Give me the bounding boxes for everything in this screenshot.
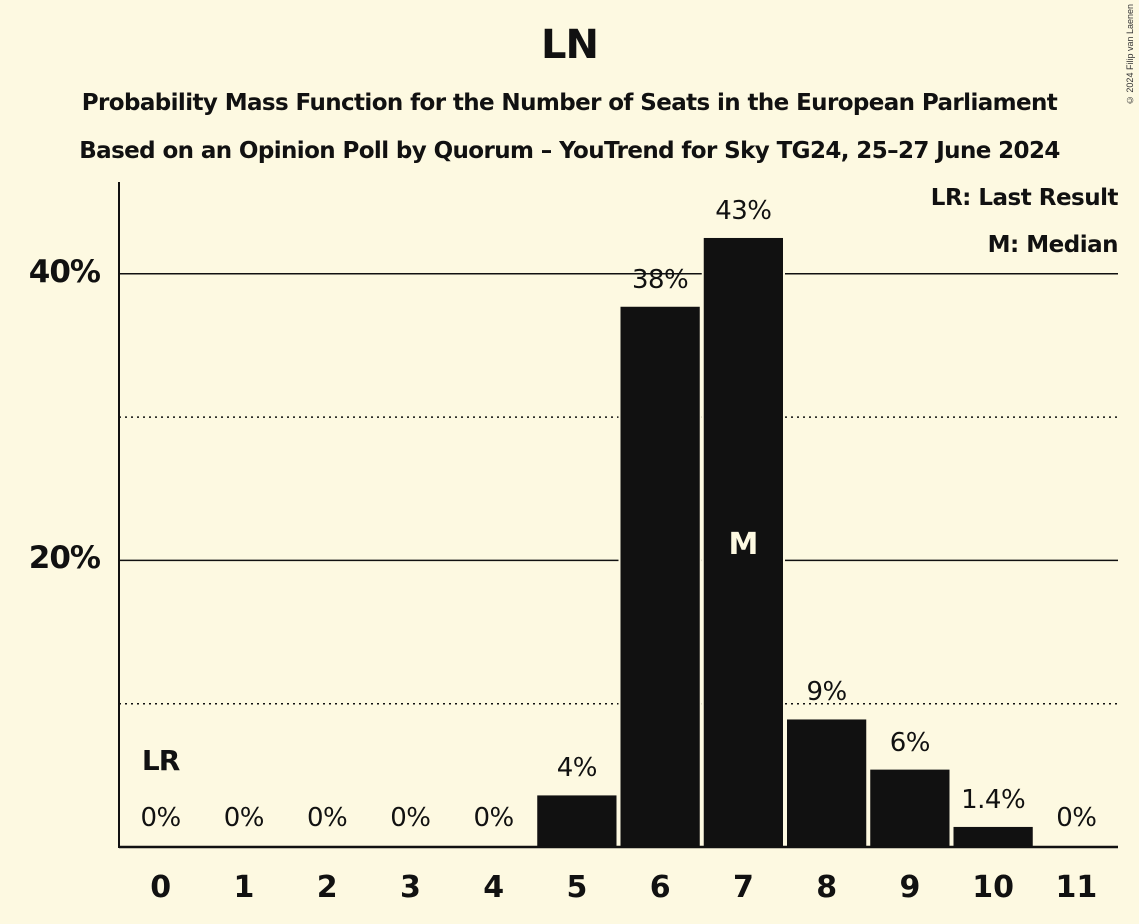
x-tick-label: 11 [1055, 870, 1098, 905]
x-tick-label: 5 [566, 870, 588, 905]
bar-value-label: 1.4% [961, 784, 1026, 815]
bar-value-label: 9% [806, 677, 848, 708]
chart-source: Based on an Opinion Poll by Quorum – You… [79, 138, 1060, 164]
chart-subtitle: Probability Mass Function for the Number… [81, 90, 1058, 116]
bar-seat-5 [537, 795, 617, 847]
bar-value-label: 0% [1056, 803, 1097, 833]
bar-value-label: 0% [473, 803, 515, 833]
chart-title: LN [541, 22, 599, 68]
x-tick-label: 4 [483, 870, 505, 905]
bar-seat-8 [787, 719, 867, 847]
bar-value-label: 6% [889, 727, 931, 758]
x-tick-label: 2 [316, 870, 338, 905]
bar-value-label: 43% [715, 195, 772, 226]
bar-value-label: 0% [390, 803, 431, 833]
median-marker: M [728, 527, 759, 562]
bar-seat-9 [870, 769, 950, 847]
y-tick-label: 20% [28, 540, 101, 577]
bar-seat-10 [953, 826, 1033, 847]
x-tick-label: 10 [972, 870, 1014, 905]
bar-value-label: 38% [631, 264, 689, 295]
legend-median: M: Median [987, 232, 1119, 258]
bar-value-label: 4% [556, 753, 598, 784]
x-tick-label: 8 [816, 870, 838, 905]
bar-value-label: 0% [140, 803, 182, 833]
last-result-marker: LR [141, 744, 180, 777]
bar-value-label: 0% [307, 803, 348, 833]
bar-seat-6 [620, 306, 700, 847]
bar-seat-7 [703, 237, 783, 848]
x-tick-label: 3 [399, 870, 421, 905]
x-tick-label: 1 [233, 870, 255, 905]
x-tick-label: 0 [150, 870, 172, 905]
x-tick-label: 9 [899, 870, 921, 905]
legend-last-result: LR: Last Result [930, 185, 1119, 211]
bar-value-label: 0% [223, 803, 265, 833]
x-tick-label: 6 [649, 870, 671, 905]
y-tick-label: 40% [28, 253, 101, 290]
x-tick-label: 7 [732, 870, 754, 905]
